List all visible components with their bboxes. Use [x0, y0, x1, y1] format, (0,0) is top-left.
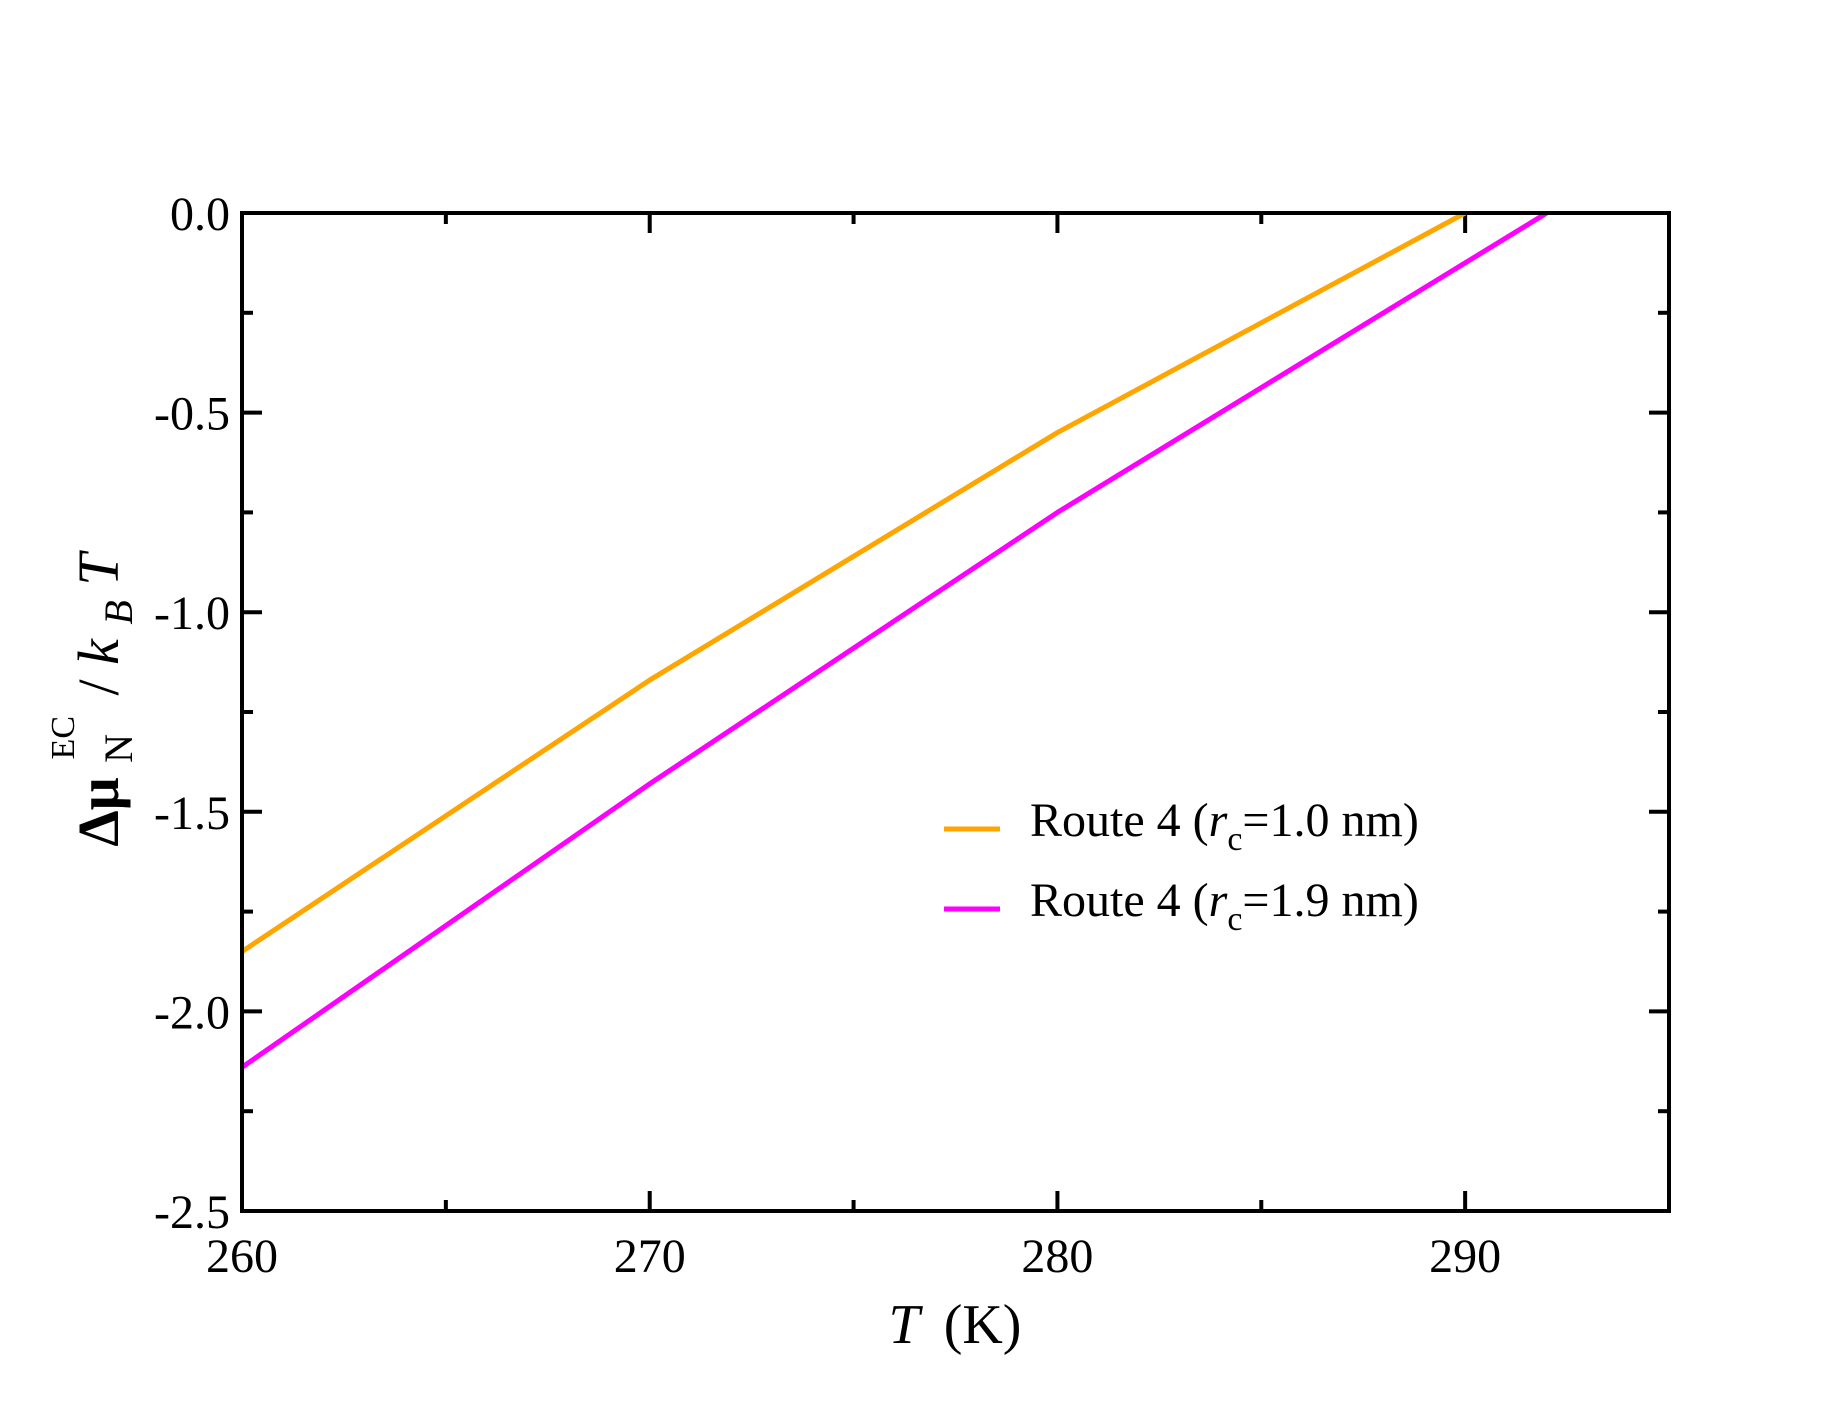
y-tick-label: -0.5 — [154, 388, 230, 441]
x-tick-label: 270 — [614, 1230, 686, 1283]
x-tick-label: 260 — [206, 1230, 278, 1283]
series-line-1 — [240, 210, 1467, 954]
y-tick-label: -1.0 — [154, 587, 230, 640]
y-label-sub-n: N — [96, 734, 141, 763]
x-tick-label: 280 — [1021, 1230, 1093, 1283]
axis-ticks — [240, 211, 1671, 1213]
x-axis-label-var: T — [889, 1294, 924, 1356]
x-tick-label: 290 — [1429, 1230, 1501, 1283]
x-axis-label: T (K) — [889, 1294, 1022, 1356]
y-axis-label: Δμ N EC / k B T — [22, 550, 145, 847]
y-tick-label: 0.0 — [170, 188, 230, 241]
y-label-t: T — [66, 550, 131, 586]
x-axis-label-unit: (K) — [944, 1294, 1022, 1356]
y-label-slash: / — [66, 665, 131, 696]
y-tick-label: -1.5 — [154, 787, 230, 840]
legend: Route 4 (rc=1.0 nm) Route 4 (rc=1.9 nm) — [944, 794, 1419, 938]
series-line-2 — [240, 210, 1548, 1070]
legend-label-series-1: Route 4 (rc=1.0 nm) — [1030, 794, 1419, 858]
y-label-sub-b: B — [96, 600, 141, 624]
svg-text:Δμ N EC /: Δμ N EC / k B T — [22, 550, 145, 847]
y-label-sup-ec: EC — [45, 716, 82, 759]
legend-label-series-2: Route 4 (rc=1.9 nm) — [1030, 874, 1419, 938]
plot-frame — [240, 211, 1671, 1213]
series-layer — [240, 210, 1548, 1070]
y-tick-label: -2.0 — [154, 986, 230, 1039]
y-label-k: k — [66, 638, 131, 665]
y-tick-label: -2.5 — [154, 1186, 230, 1239]
y-label-delta-mu: Δμ — [66, 777, 131, 846]
tick-labels: 260 270 280 290 0.0 -0.5 -1.0 -1.5 -2.0 -2.5 — [154, 188, 1501, 1283]
